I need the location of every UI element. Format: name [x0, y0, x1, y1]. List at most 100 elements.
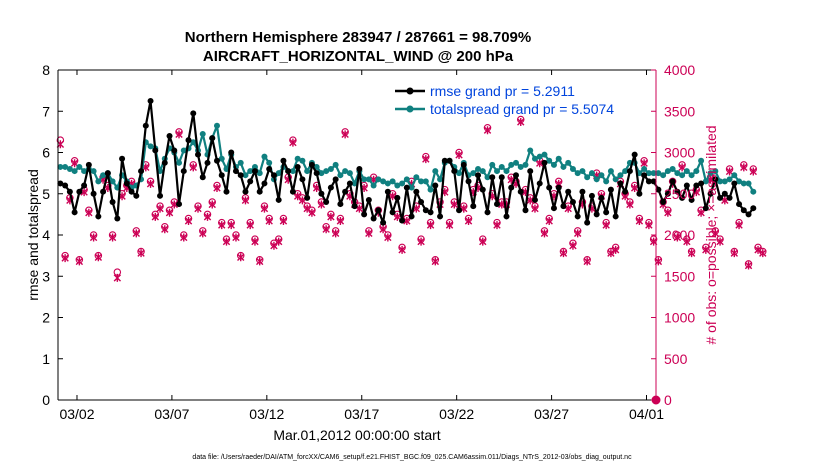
rmse-point: [114, 215, 121, 222]
obs-assimilated-point: [165, 208, 174, 217]
totalspread-point: [679, 172, 686, 179]
rmse-point: [441, 157, 448, 164]
totalspread-point: [489, 161, 496, 168]
obs-assimilated-point: [725, 167, 734, 176]
obs-assimilated-point: [517, 117, 525, 126]
rmse-point: [408, 213, 415, 220]
obs-assimilated-point: [208, 200, 216, 209]
rmse-point: [218, 172, 225, 179]
rmse-point: [95, 213, 102, 220]
totalspread-point: [304, 168, 311, 175]
obs-assimilated-point: [151, 212, 159, 221]
legend-rmse-marker: [406, 87, 414, 95]
obs-assimilated-point: [730, 249, 739, 258]
right-y-tick-label: 1500: [664, 268, 695, 284]
obs-assimilated-point: [711, 229, 720, 238]
rmse-point: [427, 209, 434, 216]
rmse-point: [204, 159, 211, 166]
rmse-point: [176, 201, 183, 208]
obs-assimilated-point: [393, 212, 402, 221]
totalspread-point: [546, 157, 553, 164]
totalspread-point: [498, 163, 505, 170]
rmse-point: [237, 172, 244, 179]
right-y-tick-label: 2000: [664, 227, 695, 243]
obs-assimilated-point: [279, 216, 288, 225]
obs-assimilated-point: [573, 229, 582, 238]
obs-assimilated-point: [417, 237, 425, 246]
rmse-point: [470, 203, 477, 210]
obs-assimilated-point: [626, 200, 634, 209]
rmse-point: [522, 207, 529, 214]
rmse-point: [565, 188, 572, 195]
totalspread-point: [598, 172, 605, 179]
totalspread-point: [574, 170, 581, 177]
rmse-point: [147, 97, 154, 104]
totalspread-point: [427, 186, 434, 193]
rmse-point: [750, 205, 757, 212]
rmse-point: [560, 203, 567, 210]
rmse-point: [494, 201, 501, 208]
rmse-point: [607, 186, 614, 193]
x-tick-label: 03/27: [534, 406, 569, 422]
totalspread-point: [674, 170, 681, 177]
rmse-point: [626, 168, 633, 175]
totalspread-point: [351, 180, 358, 187]
legend-rmse-label: rmse grand pr = 5.2911: [430, 83, 575, 99]
totalspread-point: [622, 168, 629, 175]
obs-assimilated-point: [256, 257, 264, 266]
rmse-point: [422, 207, 429, 214]
rmse-point: [527, 168, 534, 175]
totalspread-point: [541, 151, 548, 158]
obs-assimilated-point: [146, 179, 155, 188]
totalspread-point: [641, 166, 648, 172]
left-y-tick-label: 4: [42, 227, 50, 243]
rmse-point: [693, 182, 700, 189]
totalspread-point: [560, 163, 567, 170]
totalspread-point: [242, 172, 249, 179]
x-tick-label: 04/01: [629, 406, 664, 422]
obs-assimilated-point: [536, 159, 544, 168]
totalspread-point: [90, 168, 97, 175]
right-y-tick-label: 3500: [664, 103, 695, 119]
rmse-point: [180, 168, 187, 175]
rmse-point: [574, 213, 581, 220]
rmse-point: [90, 190, 97, 197]
rmse-point: [342, 188, 349, 195]
obs-assimilated-point: [687, 249, 696, 258]
totalspread-point: [318, 170, 325, 177]
rmse-point: [446, 157, 453, 164]
totalspread-point: [346, 170, 353, 177]
rmse-point: [736, 201, 743, 208]
obs-assimilated-point: [384, 233, 392, 242]
rmse-point: [251, 168, 258, 175]
obs-assimilated-point: [194, 204, 202, 213]
totalspread-point: [664, 168, 671, 175]
totalspread-point: [365, 176, 372, 183]
totalspread-point: [180, 147, 187, 154]
obs-assimilated-point: [664, 208, 672, 217]
obs-assimilated-point: [398, 245, 406, 254]
obs-assimilated-point: [75, 257, 84, 266]
rmse-point: [375, 207, 382, 214]
rmse-point: [261, 180, 268, 187]
obs-assimilated-point: [213, 183, 221, 192]
totalspread-point: [299, 157, 306, 164]
totalspread-point: [389, 178, 396, 185]
rmse-point: [142, 122, 149, 129]
obs-assimilated-point: [232, 233, 240, 242]
obs-assimilated-point: [450, 200, 458, 209]
totalspread-point: [66, 166, 73, 172]
rmse-point: [195, 151, 202, 158]
totalspread-point: [702, 178, 709, 185]
obs-assimilated-point: [61, 254, 69, 263]
rmse-point: [57, 180, 64, 187]
rmse-point: [190, 110, 197, 117]
rmse-point: [598, 194, 605, 201]
left-y-tick-label: 6: [42, 145, 50, 161]
rmse-point: [617, 180, 624, 187]
right-y-tick-label: 2500: [664, 186, 695, 202]
obs-assimilated-point: [336, 216, 345, 225]
totalspread-point: [237, 159, 244, 166]
rmse-point: [356, 166, 363, 172]
obs-assimilated-point: [479, 237, 487, 246]
